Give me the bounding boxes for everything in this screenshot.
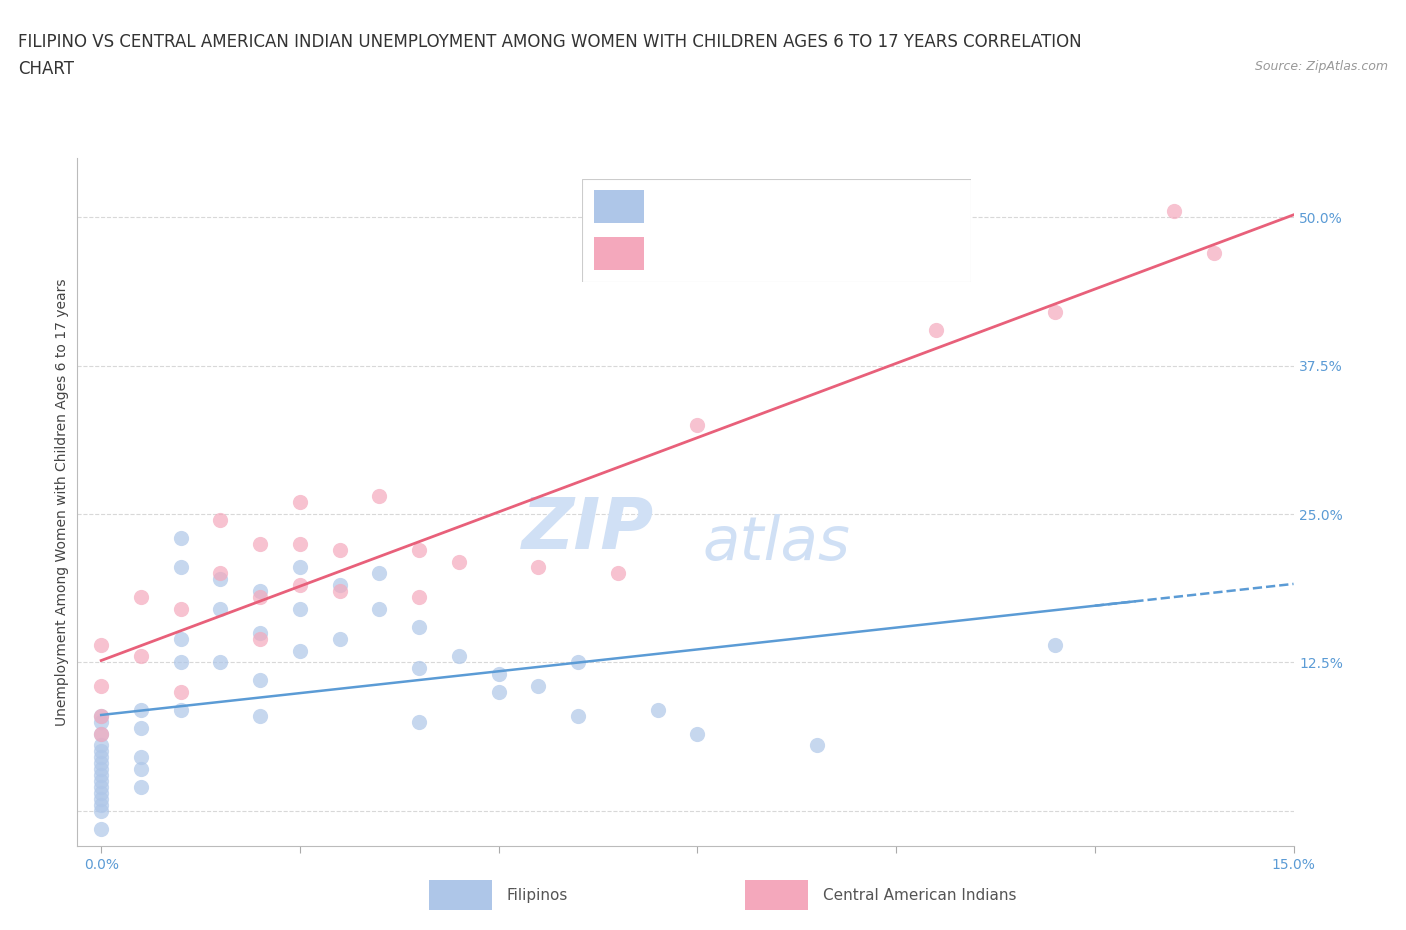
Point [209, 602, 232, 617]
Point [329, 584, 352, 599]
Point [129, 762, 152, 777]
Point [90, 791, 112, 806]
Point [90, 744, 112, 759]
Point [806, 738, 828, 753]
Point [129, 779, 152, 794]
Point [288, 643, 311, 658]
Point [606, 566, 628, 581]
Text: R =  0.779: R = 0.779 [657, 244, 756, 262]
Point [567, 709, 589, 724]
Point [169, 684, 191, 699]
Point [249, 709, 271, 724]
Point [90, 797, 112, 812]
Point [90, 709, 112, 724]
Point [169, 602, 191, 617]
Point [90, 637, 112, 652]
Point [169, 655, 191, 670]
Point [209, 572, 232, 587]
Point [329, 542, 352, 557]
Point [209, 655, 232, 670]
Point [249, 672, 271, 687]
Point [408, 590, 430, 604]
Text: N = 53: N = 53 [839, 197, 898, 216]
Point [488, 684, 510, 699]
Point [209, 566, 232, 581]
Text: CHART: CHART [18, 60, 75, 78]
Point [647, 702, 669, 717]
Point [90, 726, 112, 741]
Bar [593, 236, 644, 270]
Point [90, 738, 112, 753]
Point [686, 418, 709, 432]
Point [90, 709, 112, 724]
Point [90, 762, 112, 777]
Point [90, 726, 112, 741]
Point [368, 566, 391, 581]
Text: Central American Indians: Central American Indians [823, 887, 1017, 903]
Text: FILIPINO VS CENTRAL AMERICAN INDIAN UNEMPLOYMENT AMONG WOMEN WITH CHILDREN AGES : FILIPINO VS CENTRAL AMERICAN INDIAN UNEM… [18, 33, 1081, 50]
Point [1202, 246, 1225, 260]
Point [288, 537, 311, 551]
Text: R = -0.086: R = -0.086 [657, 197, 756, 216]
Point [169, 560, 191, 575]
Point [90, 804, 112, 818]
Point [527, 679, 550, 694]
Point [288, 602, 311, 617]
Point [288, 495, 311, 510]
Point [249, 625, 271, 640]
Point [90, 756, 112, 771]
Text: Source: ZipAtlas.com: Source: ZipAtlas.com [1254, 60, 1388, 73]
Text: ZIP: ZIP [522, 496, 654, 565]
Point [1043, 305, 1066, 320]
Point [249, 537, 271, 551]
Text: Filipinos: Filipinos [506, 887, 568, 903]
Bar [745, 880, 808, 910]
Text: N = 30: N = 30 [839, 244, 898, 262]
Point [488, 667, 510, 682]
Point [90, 821, 112, 836]
Point [288, 578, 311, 592]
Point [90, 679, 112, 694]
Point [129, 720, 152, 735]
Point [329, 631, 352, 646]
Point [90, 779, 112, 794]
Point [90, 714, 112, 729]
Point [408, 619, 430, 634]
Point [249, 584, 271, 599]
Point [567, 655, 589, 670]
Point [686, 726, 709, 741]
Text: atlas: atlas [703, 514, 851, 573]
Bar [593, 190, 644, 223]
Point [169, 631, 191, 646]
Point [408, 661, 430, 676]
Point [90, 750, 112, 764]
Point [368, 489, 391, 504]
Bar [429, 880, 492, 910]
Point [1043, 637, 1066, 652]
Point [329, 578, 352, 592]
Point [288, 560, 311, 575]
Point [447, 649, 470, 664]
Point [90, 774, 112, 789]
Point [129, 649, 152, 664]
Point [129, 750, 152, 764]
Point [129, 590, 152, 604]
FancyBboxPatch shape [582, 179, 972, 282]
Point [209, 512, 232, 527]
Point [129, 702, 152, 717]
Point [169, 530, 191, 545]
Point [1163, 204, 1185, 219]
Point [249, 590, 271, 604]
Point [90, 767, 112, 782]
Point [925, 323, 948, 338]
Point [169, 702, 191, 717]
Point [408, 542, 430, 557]
Point [249, 631, 271, 646]
Point [368, 602, 391, 617]
Y-axis label: Unemployment Among Women with Children Ages 6 to 17 years: Unemployment Among Women with Children A… [55, 278, 69, 726]
Point [527, 560, 550, 575]
Point [447, 554, 470, 569]
Point [408, 714, 430, 729]
Point [90, 786, 112, 801]
